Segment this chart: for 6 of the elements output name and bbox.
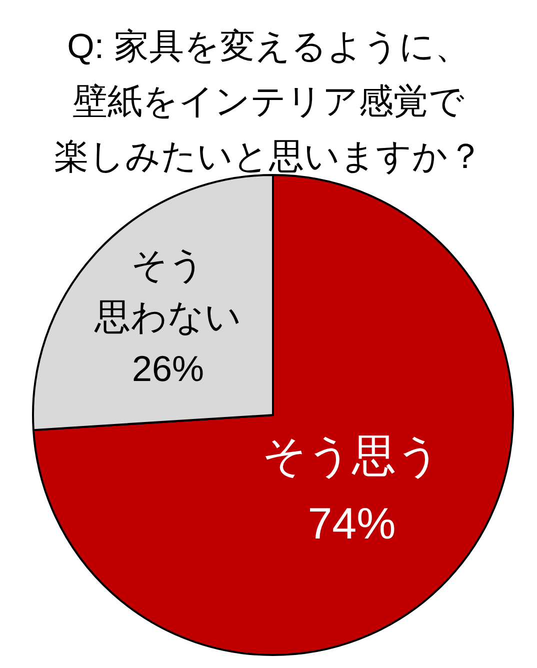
data-label: 26%	[132, 348, 204, 390]
slice-label: そう思わない	[94, 244, 242, 338]
data-label: 74%	[308, 499, 396, 548]
pie-slice	[32, 174, 514, 656]
chart-title: Q: 家具を変えるように、壁紙をインテリア感覚で楽しみたいと思いますか？	[54, 27, 483, 176]
slice-label: そう思う	[262, 431, 442, 480]
